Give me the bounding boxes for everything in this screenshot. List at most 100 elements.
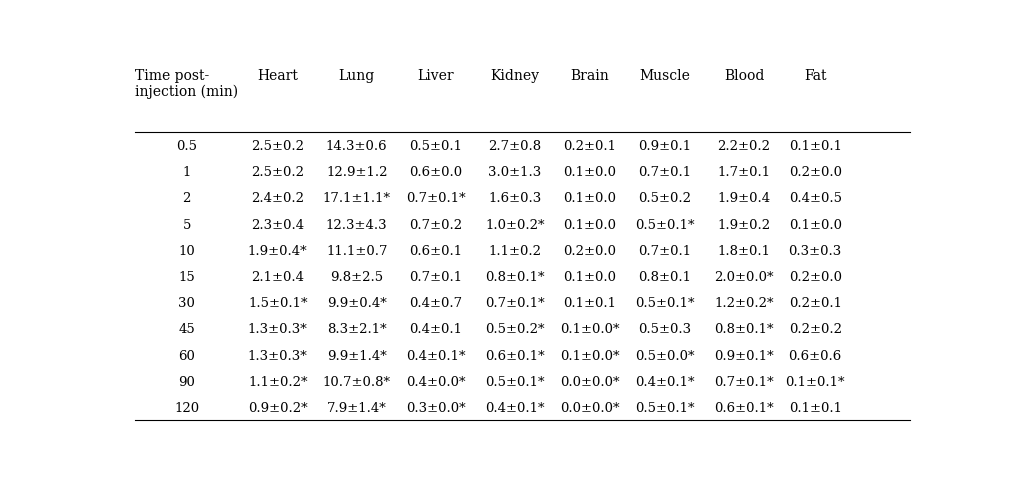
Text: 12.9±1.2: 12.9±1.2: [326, 166, 387, 179]
Text: 2.0±0.0*: 2.0±0.0*: [713, 271, 773, 284]
Text: 0.1±0.1*: 0.1±0.1*: [785, 376, 844, 389]
Text: 1.1±0.2*: 1.1±0.2*: [248, 376, 307, 389]
Text: Heart: Heart: [257, 69, 298, 83]
Text: 0.4±0.1*: 0.4±0.1*: [485, 402, 544, 415]
Text: Time post-
injection (min): Time post- injection (min): [136, 69, 238, 99]
Text: 0.6±0.6: 0.6±0.6: [788, 350, 841, 363]
Text: 17.1±1.1*: 17.1±1.1*: [322, 192, 390, 205]
Text: 0.5±0.0*: 0.5±0.0*: [635, 350, 694, 363]
Text: 0.1±0.1: 0.1±0.1: [562, 297, 615, 310]
Text: 30: 30: [178, 297, 195, 310]
Text: Muscle: Muscle: [639, 69, 690, 83]
Text: 0.9±0.1: 0.9±0.1: [638, 140, 691, 153]
Text: 15: 15: [178, 271, 195, 284]
Text: 9.8±2.5: 9.8±2.5: [330, 271, 383, 284]
Text: 12.3±4.3: 12.3±4.3: [326, 218, 387, 231]
Text: 0.7±0.1*: 0.7±0.1*: [713, 376, 773, 389]
Text: 0.3±0.0*: 0.3±0.0*: [406, 402, 465, 415]
Text: Liver: Liver: [417, 69, 453, 83]
Text: 0.1±0.0: 0.1±0.0: [562, 166, 615, 179]
Text: 0.7±0.1: 0.7±0.1: [409, 271, 462, 284]
Text: 0.5±0.1*: 0.5±0.1*: [635, 218, 694, 231]
Text: 9.9±1.4*: 9.9±1.4*: [326, 350, 386, 363]
Text: 0.1±0.0*: 0.1±0.0*: [559, 350, 620, 363]
Text: 0.0±0.0*: 0.0±0.0*: [559, 376, 620, 389]
Text: 0.2±0.0: 0.2±0.0: [788, 271, 841, 284]
Text: 0.9±0.2*: 0.9±0.2*: [248, 402, 307, 415]
Text: 2.2±0.2: 2.2±0.2: [717, 140, 769, 153]
Text: 0.4±0.7: 0.4±0.7: [409, 297, 462, 310]
Text: 0.2±0.2: 0.2±0.2: [788, 324, 841, 336]
Text: 0.7±0.2: 0.7±0.2: [409, 218, 462, 231]
Text: 9.9±0.4*: 9.9±0.4*: [326, 297, 386, 310]
Text: 1.9±0.2: 1.9±0.2: [716, 218, 770, 231]
Text: 1.9±0.4*: 1.9±0.4*: [248, 245, 307, 258]
Text: Kidney: Kidney: [490, 69, 539, 83]
Text: 0.5±0.3: 0.5±0.3: [638, 324, 691, 336]
Text: 2: 2: [182, 192, 191, 205]
Text: 0.5±0.1: 0.5±0.1: [409, 140, 462, 153]
Text: 0.2±0.1: 0.2±0.1: [562, 140, 615, 153]
Text: 2.4±0.2: 2.4±0.2: [251, 192, 304, 205]
Text: 0.2±0.0: 0.2±0.0: [562, 245, 615, 258]
Text: 1.6±0.3: 1.6±0.3: [488, 192, 541, 205]
Text: 1.7±0.1: 1.7±0.1: [716, 166, 770, 179]
Text: 0.6±0.1*: 0.6±0.1*: [713, 402, 773, 415]
Text: 0.6±0.1*: 0.6±0.1*: [485, 350, 544, 363]
Text: 0.5±0.1*: 0.5±0.1*: [635, 297, 694, 310]
Text: 0.1±0.0: 0.1±0.0: [788, 218, 841, 231]
Text: 0.3±0.3: 0.3±0.3: [788, 245, 841, 258]
Text: 1: 1: [182, 166, 191, 179]
Text: 0.6±0.1: 0.6±0.1: [409, 245, 462, 258]
Text: 2.1±0.4: 2.1±0.4: [251, 271, 304, 284]
Text: 60: 60: [178, 350, 195, 363]
Text: 0.0±0.0*: 0.0±0.0*: [559, 402, 620, 415]
Text: 0.1±0.1: 0.1±0.1: [788, 140, 841, 153]
Text: Lung: Lung: [338, 69, 375, 83]
Text: Blood: Blood: [723, 69, 763, 83]
Text: 10: 10: [178, 245, 195, 258]
Text: 0.1±0.1: 0.1±0.1: [788, 402, 841, 415]
Text: 1.3±0.3*: 1.3±0.3*: [248, 350, 308, 363]
Text: 0.5±0.2*: 0.5±0.2*: [485, 324, 544, 336]
Text: 0.5±0.1*: 0.5±0.1*: [635, 402, 694, 415]
Text: 0.5: 0.5: [176, 140, 197, 153]
Text: 2.3±0.4: 2.3±0.4: [251, 218, 304, 231]
Text: 2.5±0.2: 2.5±0.2: [251, 166, 304, 179]
Text: 2.7±0.8: 2.7±0.8: [488, 140, 541, 153]
Text: 1.2±0.2*: 1.2±0.2*: [713, 297, 773, 310]
Text: 0.7±0.1: 0.7±0.1: [638, 245, 691, 258]
Text: 3.0±1.3: 3.0±1.3: [488, 166, 541, 179]
Text: 0.4±0.5: 0.4±0.5: [788, 192, 841, 205]
Text: 0.1±0.0: 0.1±0.0: [562, 192, 615, 205]
Text: 0.5±0.1*: 0.5±0.1*: [485, 376, 544, 389]
Text: 0.4±0.1*: 0.4±0.1*: [406, 350, 465, 363]
Text: 0.6±0.0: 0.6±0.0: [409, 166, 462, 179]
Text: Fat: Fat: [803, 69, 825, 83]
Text: 1.0±0.2*: 1.0±0.2*: [485, 218, 544, 231]
Text: 1.8±0.1: 1.8±0.1: [717, 245, 769, 258]
Text: 0.2±0.1: 0.2±0.1: [788, 297, 841, 310]
Text: 7.9±1.4*: 7.9±1.4*: [326, 402, 386, 415]
Text: 2.5±0.2: 2.5±0.2: [251, 140, 304, 153]
Text: 90: 90: [178, 376, 195, 389]
Text: 0.4±0.1: 0.4±0.1: [409, 324, 462, 336]
Text: 0.4±0.1*: 0.4±0.1*: [635, 376, 694, 389]
Text: 0.9±0.1*: 0.9±0.1*: [713, 350, 773, 363]
Text: 0.1±0.0*: 0.1±0.0*: [559, 324, 620, 336]
Text: 1.3±0.3*: 1.3±0.3*: [248, 324, 308, 336]
Text: 0.2±0.0: 0.2±0.0: [788, 166, 841, 179]
Text: Brain: Brain: [570, 69, 608, 83]
Text: 0.1±0.0: 0.1±0.0: [562, 218, 615, 231]
Text: 120: 120: [174, 402, 199, 415]
Text: 0.7±0.1: 0.7±0.1: [638, 166, 691, 179]
Text: 0.4±0.0*: 0.4±0.0*: [406, 376, 465, 389]
Text: 0.7±0.1*: 0.7±0.1*: [406, 192, 465, 205]
Text: 5: 5: [182, 218, 191, 231]
Text: 0.1±0.0: 0.1±0.0: [562, 271, 615, 284]
Text: 45: 45: [178, 324, 195, 336]
Text: 0.5±0.2: 0.5±0.2: [638, 192, 691, 205]
Text: 1.5±0.1*: 1.5±0.1*: [248, 297, 307, 310]
Text: 1.1±0.2: 1.1±0.2: [488, 245, 541, 258]
Text: 1.9±0.4: 1.9±0.4: [716, 192, 770, 205]
